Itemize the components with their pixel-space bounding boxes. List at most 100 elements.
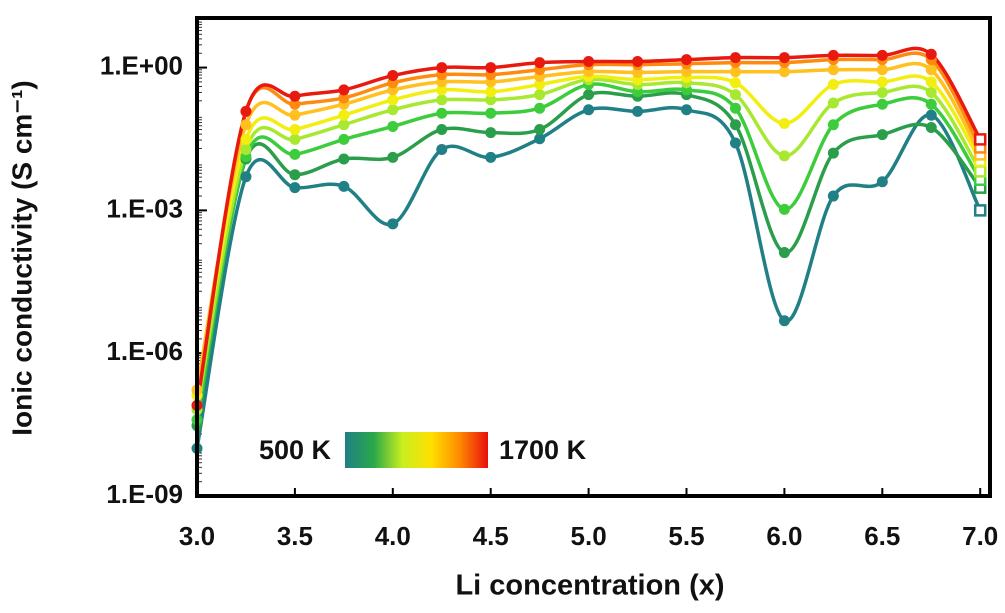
marker bbox=[436, 84, 448, 96]
marker bbox=[729, 66, 741, 78]
marker bbox=[729, 119, 741, 131]
colorbar bbox=[345, 432, 488, 468]
marker bbox=[338, 180, 350, 192]
marker bbox=[778, 203, 790, 215]
marker bbox=[387, 94, 399, 106]
marker bbox=[338, 109, 350, 121]
x-tick-label: 3.5 bbox=[277, 521, 313, 551]
marker bbox=[876, 76, 888, 88]
marker bbox=[289, 90, 301, 102]
x-tick-label: 4.0 bbox=[375, 521, 411, 551]
marker bbox=[289, 109, 301, 121]
marker bbox=[534, 102, 546, 114]
marker bbox=[827, 190, 839, 202]
marker bbox=[925, 109, 937, 121]
marker bbox=[729, 137, 741, 149]
marker bbox=[436, 94, 448, 106]
marker bbox=[534, 57, 546, 69]
marker bbox=[778, 66, 790, 78]
marker bbox=[534, 124, 546, 136]
marker bbox=[827, 79, 839, 91]
marker bbox=[338, 153, 350, 165]
marker bbox=[925, 76, 937, 88]
series-line bbox=[195, 74, 982, 396]
marker bbox=[485, 94, 497, 106]
marker bbox=[583, 104, 595, 116]
marker bbox=[925, 122, 937, 134]
marker bbox=[387, 70, 399, 82]
marker bbox=[583, 89, 595, 101]
marker bbox=[289, 133, 301, 145]
marker bbox=[289, 169, 301, 181]
marker bbox=[925, 86, 937, 98]
marker bbox=[827, 49, 839, 61]
marker bbox=[925, 98, 937, 110]
marker bbox=[534, 79, 546, 91]
marker bbox=[387, 151, 399, 163]
marker bbox=[485, 62, 497, 74]
x-tick-label: 6.0 bbox=[766, 521, 802, 551]
marker bbox=[289, 148, 301, 160]
series-line bbox=[195, 61, 982, 391]
marker bbox=[827, 64, 839, 76]
end-marker bbox=[973, 204, 987, 217]
marker bbox=[289, 124, 301, 136]
y-tick-label: 1.E-06 bbox=[106, 336, 183, 366]
marker bbox=[534, 133, 546, 145]
marker bbox=[485, 86, 497, 98]
marker bbox=[583, 56, 595, 68]
marker bbox=[387, 120, 399, 132]
marker bbox=[436, 144, 448, 156]
marker bbox=[876, 98, 888, 110]
marker bbox=[289, 182, 301, 194]
x-tick-label: 5.0 bbox=[571, 521, 607, 551]
marker bbox=[485, 127, 497, 139]
colorbar-max-label: 1700 K bbox=[499, 435, 587, 465]
marker bbox=[681, 104, 693, 116]
marker bbox=[681, 54, 693, 66]
marker bbox=[827, 147, 839, 159]
series-line bbox=[195, 51, 982, 406]
x-tick-label: 4.5 bbox=[473, 521, 509, 551]
series-line bbox=[195, 90, 982, 427]
x-tick-label: 3.0 bbox=[179, 521, 215, 551]
marker bbox=[778, 150, 790, 162]
marker bbox=[925, 48, 937, 60]
marker bbox=[534, 89, 546, 101]
marker bbox=[876, 49, 888, 61]
marker bbox=[338, 84, 350, 96]
marker bbox=[338, 133, 350, 145]
marker bbox=[778, 247, 790, 259]
series-line bbox=[195, 46, 982, 406]
y-tick-label: 1.E-09 bbox=[106, 479, 183, 509]
marker bbox=[827, 119, 839, 131]
marker bbox=[632, 66, 644, 78]
marker bbox=[240, 119, 252, 131]
x-tick-label: 7.0 bbox=[962, 521, 998, 551]
x-tick-label: 5.5 bbox=[668, 521, 704, 551]
x-tick-label: 6.5 bbox=[864, 521, 900, 551]
marker bbox=[729, 52, 741, 64]
marker bbox=[485, 107, 497, 119]
marker bbox=[729, 102, 741, 114]
marker bbox=[876, 64, 888, 76]
marker bbox=[778, 117, 790, 129]
plot-frame bbox=[195, 16, 992, 498]
marker bbox=[632, 105, 644, 117]
colorbar-min-label: 500 K bbox=[259, 435, 332, 465]
series-line bbox=[195, 77, 982, 411]
marker bbox=[436, 107, 448, 119]
marker bbox=[485, 151, 497, 163]
marker bbox=[925, 64, 937, 76]
marker bbox=[240, 144, 252, 156]
end-marker bbox=[973, 133, 987, 146]
marker bbox=[240, 171, 252, 183]
marker bbox=[778, 315, 790, 327]
marker bbox=[289, 98, 301, 110]
marker bbox=[240, 133, 252, 145]
marker bbox=[876, 86, 888, 98]
marker bbox=[729, 77, 741, 89]
marker bbox=[827, 97, 839, 109]
